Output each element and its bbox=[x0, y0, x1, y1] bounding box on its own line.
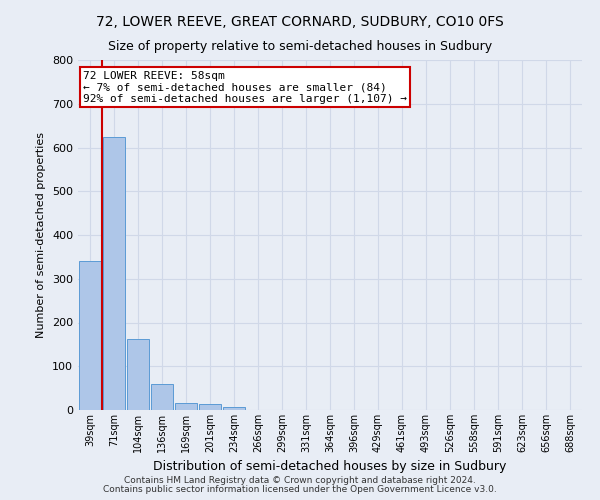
Text: Contains HM Land Registry data © Crown copyright and database right 2024.: Contains HM Land Registry data © Crown c… bbox=[124, 476, 476, 485]
Text: 72, LOWER REEVE, GREAT CORNARD, SUDBURY, CO10 0FS: 72, LOWER REEVE, GREAT CORNARD, SUDBURY,… bbox=[96, 15, 504, 29]
Text: Contains public sector information licensed under the Open Government Licence v3: Contains public sector information licen… bbox=[103, 484, 497, 494]
Text: Size of property relative to semi-detached houses in Sudbury: Size of property relative to semi-detach… bbox=[108, 40, 492, 53]
Bar bbox=[79, 261, 101, 410]
Y-axis label: Number of semi-detached properties: Number of semi-detached properties bbox=[37, 132, 46, 338]
Bar bbox=[175, 404, 197, 410]
Bar bbox=[151, 384, 173, 410]
Bar bbox=[127, 338, 149, 410]
Bar bbox=[103, 136, 125, 410]
Bar bbox=[199, 404, 221, 410]
Bar bbox=[223, 407, 245, 410]
Text: 72 LOWER REEVE: 58sqm
← 7% of semi-detached houses are smaller (84)
92% of semi-: 72 LOWER REEVE: 58sqm ← 7% of semi-detac… bbox=[83, 70, 407, 104]
X-axis label: Distribution of semi-detached houses by size in Sudbury: Distribution of semi-detached houses by … bbox=[154, 460, 506, 473]
